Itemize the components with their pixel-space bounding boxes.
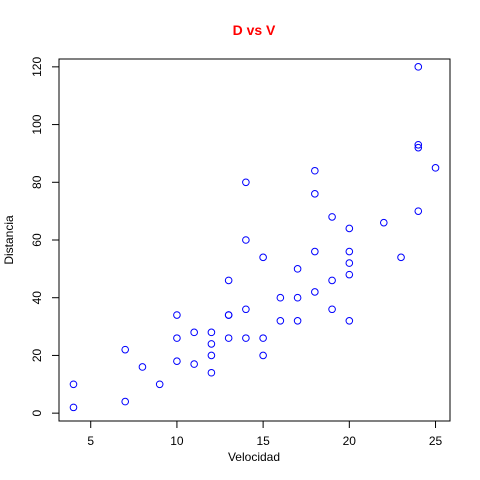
y-tick-label: 80 <box>30 175 44 189</box>
plot-frame <box>58 58 451 422</box>
data-point <box>397 253 405 262</box>
data-point <box>121 345 130 354</box>
data-point <box>224 311 233 319</box>
x-tick-label: 5 <box>87 434 94 448</box>
data-point <box>155 380 164 389</box>
data-point <box>242 305 250 314</box>
data-point <box>293 265 302 273</box>
data-points <box>69 63 440 412</box>
data-point <box>414 140 423 149</box>
x-tick-label: 15 <box>256 434 270 448</box>
data-point <box>207 368 216 377</box>
data-point <box>414 207 423 215</box>
data-point <box>328 276 336 285</box>
y-axis: 0 20 40 60 80 100 120 <box>30 57 60 416</box>
data-point <box>311 166 319 175</box>
data-point <box>276 317 285 325</box>
data-point <box>328 213 336 221</box>
data-point <box>345 259 354 267</box>
x-tick-label: 20 <box>343 434 357 448</box>
y-tick-label: 60 <box>30 233 44 247</box>
data-point <box>224 334 233 342</box>
data-point <box>276 293 285 302</box>
data-point <box>345 224 354 233</box>
data-point <box>242 236 250 244</box>
data-point <box>259 351 267 360</box>
data-point <box>345 317 354 325</box>
data-point <box>69 380 78 389</box>
data-point <box>207 328 216 337</box>
y-tick-label: 100 <box>30 114 44 134</box>
data-point <box>414 143 423 152</box>
data-point <box>242 334 250 342</box>
data-point <box>224 276 233 285</box>
data-point <box>414 63 423 71</box>
data-point <box>207 340 216 348</box>
data-point <box>311 288 319 296</box>
y-tick-label: 40 <box>30 291 44 305</box>
y-tick-label: 20 <box>30 348 44 362</box>
x-axis: 5 10 15 20 25 <box>87 420 443 448</box>
data-point <box>173 311 181 319</box>
data-point <box>173 357 181 366</box>
data-point <box>138 363 147 371</box>
x-tick-label: 10 <box>170 434 184 448</box>
data-point <box>173 334 181 342</box>
data-point <box>311 190 319 198</box>
x-axis-label: Velocidad <box>228 450 280 464</box>
y-tick-label: 120 <box>30 57 44 77</box>
data-point <box>328 305 336 314</box>
data-point <box>69 403 78 412</box>
data-point <box>242 178 250 187</box>
chart-title: D vs V <box>233 22 276 38</box>
data-point <box>345 270 354 279</box>
data-point <box>259 253 267 262</box>
y-axis-label: Distancia <box>2 215 16 265</box>
y-tick-label: 0 <box>30 409 44 416</box>
data-point <box>293 293 302 302</box>
data-point <box>379 218 388 227</box>
data-point <box>345 247 354 256</box>
data-point <box>190 360 198 368</box>
data-point <box>293 317 302 325</box>
data-point <box>207 351 216 360</box>
data-point <box>431 164 440 172</box>
x-tick-label: 25 <box>429 434 443 448</box>
data-point <box>190 328 198 337</box>
data-point <box>259 334 267 342</box>
data-point <box>311 247 319 256</box>
data-point <box>121 397 130 406</box>
